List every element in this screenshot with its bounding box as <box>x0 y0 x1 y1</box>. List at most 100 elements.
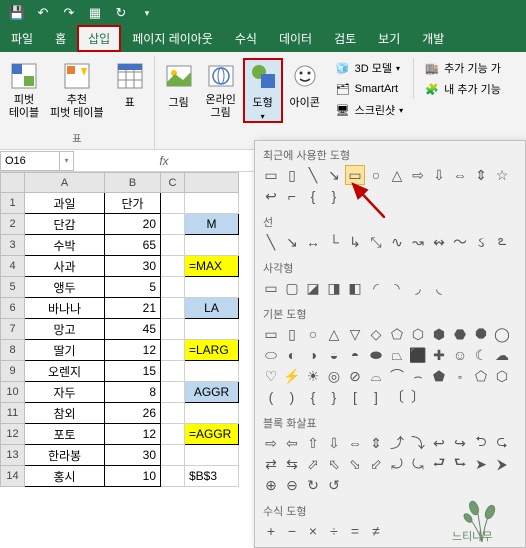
cell[interactable]: 참외 <box>25 403 105 424</box>
shape-triangle-icon[interactable]: △ <box>387 165 407 185</box>
cell[interactable] <box>161 193 185 214</box>
shape-rounddiag-icon[interactable]: ◞ <box>408 278 428 298</box>
shape-a5-icon[interactable]: ⇔ <box>345 433 365 453</box>
cell[interactable]: 바나나 <box>25 298 105 319</box>
cell[interactable] <box>161 361 185 382</box>
shape-elbow-darrow-icon[interactable]: ⤡ <box>366 232 386 252</box>
shape-a3-icon[interactable]: ⇧ <box>303 433 323 453</box>
shape-b38-icon[interactable]: ) <box>282 387 302 407</box>
shape-a13-icon[interactable]: ⇄ <box>261 454 281 474</box>
shape-roundrect-icon[interactable]: ▢ <box>282 278 302 298</box>
row-header[interactable]: 7 <box>1 319 25 340</box>
cell[interactable]: 26 <box>105 403 161 424</box>
pictures-button[interactable]: 그림 <box>159 58 199 112</box>
cell[interactable]: 30 <box>105 445 161 466</box>
shape-a2-icon[interactable]: ⇦ <box>282 433 302 453</box>
shape-line-icon[interactable]: ╲ <box>261 232 281 252</box>
row-header[interactable]: 8 <box>1 340 25 361</box>
shape-b30-icon[interactable]: ⌓ <box>366 366 386 386</box>
shape-b40-icon[interactable]: } <box>324 387 344 407</box>
shape-a24-icon[interactable]: ⮞ <box>492 454 512 474</box>
shape-b18-icon[interactable]: ⬬ <box>366 345 386 365</box>
cell[interactable]: =AGGR <box>185 424 239 445</box>
undo-icon[interactable]: ↶ <box>32 2 54 24</box>
shape-b29-icon[interactable]: ⊘ <box>345 366 365 386</box>
cell[interactable]: AGGR <box>185 382 239 403</box>
cell[interactable]: 30 <box>105 256 161 277</box>
cell[interactable]: 단감 <box>25 214 105 235</box>
shape-b25-icon[interactable]: ♡ <box>261 366 281 386</box>
shape-b24-icon[interactable]: ☁ <box>492 345 512 365</box>
col-header-c[interactable]: C <box>161 173 185 193</box>
row-header[interactable]: 10 <box>1 382 25 403</box>
shape-b9-icon[interactable]: ⬢ <box>429 324 449 344</box>
screenshot-button[interactable]: 🖥스크린샷▾ <box>331 100 408 120</box>
3d-model-button[interactable]: 🧊3D 모델▾ <box>331 58 408 78</box>
shape-a7-icon[interactable]: ⤴ <box>387 433 407 453</box>
row-header[interactable]: 13 <box>1 445 25 466</box>
icons-button[interactable]: 아이콘 <box>285 58 325 112</box>
shape-snipround-icon[interactable]: ◧ <box>345 278 365 298</box>
shape-rect9-icon[interactable]: ◟ <box>429 278 449 298</box>
shape-brace-r-icon[interactable]: } <box>324 186 344 206</box>
shape-down-arrow-icon[interactable]: ⇩ <box>429 165 449 185</box>
addins-get-button[interactable]: 🏬추가 기능 가 <box>420 58 505 78</box>
tab-data[interactable]: 데이터 <box>268 25 323 52</box>
recommended-pivot-button[interactable]: 추천 피벗 테이블 <box>46 58 108 122</box>
shape-a14-icon[interactable]: ⇆ <box>282 454 302 474</box>
print-preview-icon[interactable]: ▦ <box>84 2 106 24</box>
fx-button[interactable]: fx <box>154 154 174 168</box>
shape-a1-icon[interactable]: ⇨ <box>261 433 281 453</box>
shape-b7-icon[interactable]: ⬠ <box>387 324 407 344</box>
shape-b10-icon[interactable]: ⬣ <box>450 324 470 344</box>
online-pictures-button[interactable]: 온라인 그림 <box>201 58 241 122</box>
shape-rect-icon[interactable]: ▭ <box>261 278 281 298</box>
shape-b27-icon[interactable]: ☀ <box>303 366 323 386</box>
cell[interactable]: 20 <box>105 214 161 235</box>
tab-view[interactable]: 보기 <box>367 25 411 52</box>
shape-equals-icon[interactable]: = <box>345 521 365 541</box>
pivot-table-button[interactable]: 피벗 테이블 <box>4 58 44 122</box>
shape-b14-icon[interactable]: ◐ <box>282 345 302 365</box>
tab-file[interactable]: 파일 <box>0 25 44 52</box>
cell[interactable]: 앵두 <box>25 277 105 298</box>
cell[interactable]: 홍시 <box>25 466 105 487</box>
cell[interactable]: 15 <box>105 361 161 382</box>
shape-b19-icon[interactable]: ⏢ <box>387 345 407 365</box>
row-header[interactable]: 9 <box>1 361 25 382</box>
shape-b32-icon[interactable]: ⌢ <box>408 366 428 386</box>
cell[interactable]: 5 <box>105 277 161 298</box>
cell[interactable] <box>161 424 185 445</box>
cell[interactable]: 12 <box>105 424 161 445</box>
cell[interactable]: 과일 <box>25 193 105 214</box>
tab-layout[interactable]: 페이지 레이아웃 <box>121 25 224 52</box>
shape-freeform-icon[interactable]: ～ <box>450 232 470 252</box>
col-header-b[interactable]: B <box>105 173 161 193</box>
shape-b21-icon[interactable]: ✚ <box>429 345 449 365</box>
shape-b20-icon[interactable]: ⬛ <box>408 345 428 365</box>
shape-b31-icon[interactable]: ⌒ <box>387 366 407 386</box>
shape-oval-icon[interactable]: ○ <box>366 165 386 185</box>
shape-b6-icon[interactable]: ◇ <box>366 324 386 344</box>
shape-corner-icon[interactable]: ⌐ <box>282 186 302 206</box>
shape-rectangle-icon[interactable]: ▭ <box>345 165 365 185</box>
cell[interactable]: 한라봉 <box>25 445 105 466</box>
tab-insert[interactable]: 삽입 <box>77 25 121 52</box>
shape-a22-icon[interactable]: ⮑ <box>450 454 470 474</box>
shape-b3-icon[interactable]: ○ <box>303 324 323 344</box>
cell[interactable]: 사과 <box>25 256 105 277</box>
cell[interactable]: 망고 <box>25 319 105 340</box>
shape-snip1-icon[interactable]: ◪ <box>303 278 323 298</box>
shape-a15-icon[interactable]: ⬀ <box>303 454 323 474</box>
cell[interactable]: 자두 <box>25 382 105 403</box>
refresh-icon[interactable]: ↻ <box>110 2 132 24</box>
name-box-dropdown[interactable]: ▾ <box>60 151 74 171</box>
cell[interactable] <box>161 466 185 487</box>
cell[interactable]: 단가 <box>105 193 161 214</box>
shape-a28-icon[interactable]: ↺ <box>324 475 344 495</box>
shape-a12-icon[interactable]: ⮎ <box>492 433 512 453</box>
shape-elbow-icon[interactable]: └ <box>324 232 344 252</box>
shape-b37-icon[interactable]: ( <box>261 387 281 407</box>
shape-curve-arrow-icon[interactable]: ↝ <box>408 232 428 252</box>
shape-divide-icon[interactable]: ÷ <box>324 521 344 541</box>
